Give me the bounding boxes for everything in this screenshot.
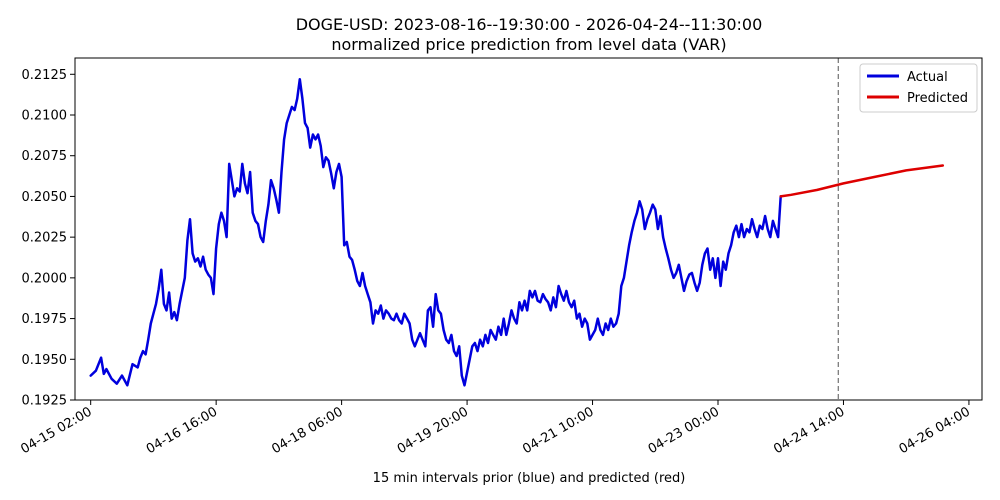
legend: Actual Predicted xyxy=(859,63,978,113)
x-tick-label: 04-26 04:00 xyxy=(897,404,973,457)
x-axis-label: 15 min intervals prior (blue) and predic… xyxy=(373,471,686,486)
plot-frame xyxy=(74,57,983,401)
chart-title: DOGE-USD: 2023-08-16--19:30:00 - 2026-04… xyxy=(296,15,763,34)
y-axis-ticks: 0.1925 0.1950 0.1975 0.2000 0.2025 0.2050 0.20… xyxy=(22,68,75,409)
x-tick-label: 04-19 20:00 xyxy=(395,404,471,457)
x-tick-label: 04-23 00:00 xyxy=(646,404,722,457)
legend-label-predicted: Predicted xyxy=(907,91,968,106)
series-line-actual xyxy=(89,77,782,387)
chart-subtitle: normalized price prediction from level d… xyxy=(331,35,726,54)
legend-label-actual: Actual xyxy=(907,70,948,85)
x-tick-label: 04-16 16:00 xyxy=(144,404,220,457)
y-tick-label: 0.2125 xyxy=(22,68,68,83)
y-tick-label: 0.2025 xyxy=(22,231,68,246)
y-tick-label: 0.1950 xyxy=(22,353,68,368)
y-tick-label: 0.2000 xyxy=(22,271,68,286)
y-tick-label: 0.2100 xyxy=(22,109,68,124)
series-layer xyxy=(89,77,945,387)
y-tick-label: 0.1925 xyxy=(22,394,68,409)
series-line-predicted xyxy=(779,164,945,198)
x-tick-label: 04-15 02:00 xyxy=(18,404,94,457)
x-tick-label: 04-21 10:00 xyxy=(520,404,596,457)
x-tick-label: 04-18 06:00 xyxy=(269,404,345,457)
y-tick-label: 0.1975 xyxy=(22,312,68,327)
y-tick-label: 0.2075 xyxy=(22,149,68,164)
x-tick-label: 04-24 14:00 xyxy=(771,404,847,457)
y-tick-label: 0.2050 xyxy=(22,190,68,205)
x-axis-ticks: 04-15 02:00 04-16 16:00 04-18 06:00 04-19 2… xyxy=(18,400,973,457)
